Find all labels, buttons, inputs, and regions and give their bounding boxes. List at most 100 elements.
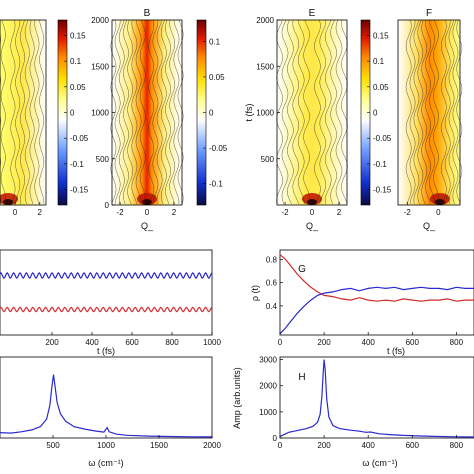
heatmap-field <box>277 20 347 205</box>
colorbar-tick-label: 0 <box>209 109 214 118</box>
contour-line <box>297 19 305 205</box>
colorbar-tick-label: 0.15 <box>70 31 86 40</box>
contour-line <box>20 19 25 205</box>
heatmap-b <box>110 19 184 206</box>
heatmap-frame <box>397 19 461 206</box>
contour-line <box>173 19 180 205</box>
x-axis-label: t (fs) <box>387 346 405 356</box>
contour-line <box>15 19 21 205</box>
colorbar-tick-label: 0.1 <box>373 57 385 66</box>
contour-line <box>10 19 16 205</box>
contour-line <box>39 19 45 205</box>
contour-line <box>127 19 134 205</box>
heatmap-e <box>276 19 348 206</box>
y-tick-label: 0 <box>105 201 110 210</box>
contour-line <box>152 20 159 205</box>
colorbar-tick-label: -0.1 <box>70 160 84 169</box>
contour-line <box>456 19 463 205</box>
initial-packet-core <box>3 199 14 205</box>
contour-line <box>421 19 428 205</box>
contour-line <box>417 19 424 205</box>
y-tick-label: 1000 <box>91 109 109 118</box>
colorbar-tick-label: 0.1 <box>70 57 82 66</box>
colorbar-tick-label: 0.05 <box>373 83 389 92</box>
y-tick-label: 1500 <box>256 62 274 71</box>
heatmap-field <box>0 20 46 205</box>
x-tick-label: -2 <box>117 208 125 217</box>
x-tick-label: 2 <box>38 208 43 217</box>
panel-label-g: G <box>298 264 306 275</box>
x-tick-label: 0 <box>278 338 283 347</box>
x-tick-label: -2 <box>404 208 412 217</box>
y-tick-label: 3000 <box>259 356 277 365</box>
colorbar <box>57 19 68 206</box>
x-tick-label: 1000 <box>97 441 115 450</box>
contour-line <box>405 19 412 205</box>
contour-line <box>444 20 451 205</box>
y-tick-label: 1000 <box>256 109 274 118</box>
panel-label-b: B <box>144 8 151 19</box>
x-tick-label: 0 <box>310 208 315 217</box>
panel-label-f: F <box>426 8 432 19</box>
contour-line <box>118 19 125 205</box>
x-tick-label: 1000 <box>203 338 221 347</box>
series-line-blue <box>0 374 213 438</box>
contour-line <box>281 19 289 205</box>
series-line-blue <box>279 359 474 438</box>
x-tick-label: 0 <box>145 208 150 217</box>
contour-line <box>292 19 300 205</box>
contour-line <box>335 19 343 205</box>
y-tick-label: 0.6 <box>266 279 278 288</box>
y-axis-label: Amp (arb.units) <box>232 367 242 429</box>
colorbar-tick-label: 0 <box>70 109 75 118</box>
colorbar <box>196 19 207 206</box>
series-line-blue <box>0 272 213 279</box>
x-axis-label: Q_ <box>306 221 319 231</box>
population-frame-g <box>279 249 474 336</box>
contour-line <box>160 19 167 205</box>
contour-line <box>110 19 117 205</box>
contour-line <box>177 19 184 205</box>
colorbar-tick-label: 0.05 <box>209 73 225 82</box>
x-tick-label: 1500 <box>150 441 168 450</box>
contour-line <box>34 19 40 205</box>
x-tick-label: 400 <box>362 441 376 450</box>
heatmap-field <box>112 20 182 205</box>
x-tick-label: 800 <box>165 338 179 347</box>
x-tick-label: 500 <box>46 441 60 450</box>
contour-line <box>452 19 459 205</box>
colorbar-tick-label: 0 <box>373 109 378 118</box>
x-axis-label: Q_ <box>141 221 154 231</box>
colorbar-tick-label: 0.05 <box>70 83 86 92</box>
contour-line <box>29 19 35 205</box>
contour-line <box>440 19 447 205</box>
x-tick-label: 0 <box>13 208 18 217</box>
x-tick-label: 600 <box>125 338 139 347</box>
contour-line <box>319 20 327 205</box>
y-tick-label: 0.4 <box>266 302 278 311</box>
heatmap-field <box>398 20 460 205</box>
y-tick-label: 2000 <box>259 382 277 391</box>
colorbar-tick-label: -0.05 <box>209 144 228 153</box>
contour-line <box>0 19 6 205</box>
y-tick-label: 500 <box>96 155 110 164</box>
x-tick-label: 0 <box>436 208 441 217</box>
y-tick-label: 500 <box>261 155 275 164</box>
x-tick-label: 600 <box>406 441 420 450</box>
x-tick-label: 2000 <box>203 441 221 450</box>
series-line-red <box>279 254 474 302</box>
y-tick-label: 1000 <box>259 408 277 417</box>
x-tick-label: 200 <box>45 338 59 347</box>
series-line-blue <box>279 286 474 335</box>
contour-line <box>413 19 420 205</box>
y-axis-label: t (fs) <box>244 104 254 122</box>
contour-line <box>429 19 435 204</box>
x-axis-label: ω (cm⁻¹) <box>88 458 123 468</box>
contour-line <box>330 19 337 205</box>
panel-label-h: H <box>298 372 305 383</box>
contour-line <box>409 20 416 205</box>
contour-line <box>131 19 138 205</box>
colorbar-tick-label: -0.05 <box>373 134 392 143</box>
population-frame-left <box>0 249 213 336</box>
x-tick-label: 800 <box>450 338 464 347</box>
